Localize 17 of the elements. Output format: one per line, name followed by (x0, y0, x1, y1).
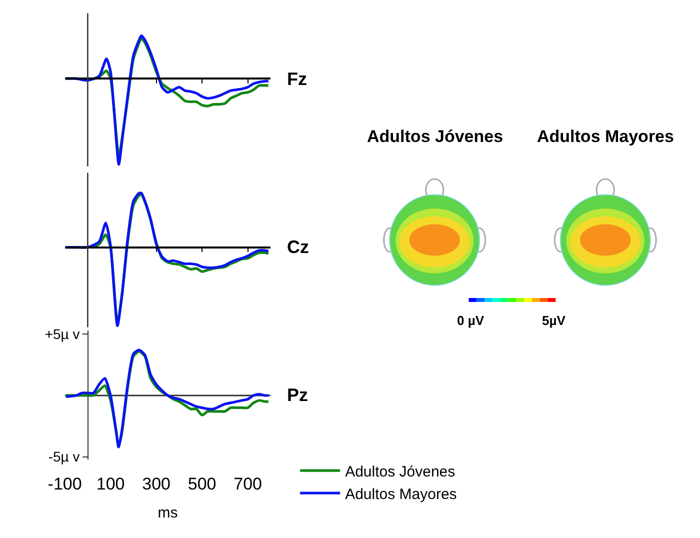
x-tick-label: 700 (234, 474, 262, 494)
text: Adultos Mayores (537, 127, 674, 146)
y-tick-label: -5µ v (48, 448, 80, 465)
text: Pz (287, 385, 308, 405)
text: 0 µV (457, 313, 484, 328)
text: 5µV (542, 313, 566, 328)
x-tick-label: 300 (142, 474, 170, 494)
y-tick-label: +5µ v (44, 326, 80, 342)
x-tick-label: 500 (188, 474, 216, 494)
text: Adultos Jóvenes (367, 127, 504, 146)
legend-label: Adultos Jóvenes (345, 463, 456, 480)
x-axis-title: ms (158, 504, 178, 522)
text: Fz (287, 69, 307, 89)
x-tick-label: 100 (96, 474, 125, 494)
text: Cz (287, 237, 309, 257)
x-tick-label: -100 (48, 474, 82, 494)
legend-label: Adultos Mayores (345, 486, 457, 503)
